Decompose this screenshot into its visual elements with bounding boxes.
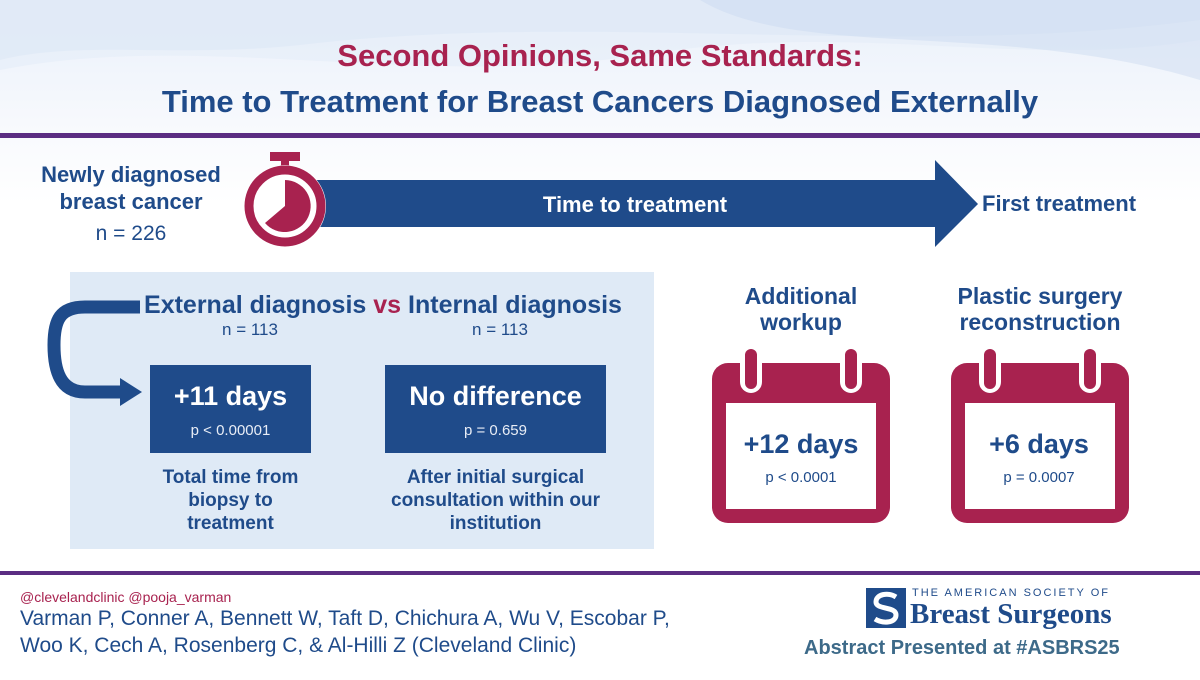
external-result: +11 days [173, 381, 288, 411]
calendar-icon [951, 345, 1129, 523]
society-small-text: THE AMERICAN SOCIETY OF [912, 587, 1110, 599]
authors-line-1: Varman P, Conner A, Bennett W, Taft D, C… [20, 607, 670, 630]
external-label: External diagnosis [144, 291, 367, 319]
external-caption: Total time from biopsy to treatment [162, 467, 299, 534]
comparison-heading: External diagnosis vs Internal diagnosis [128, 291, 638, 320]
internal-label: Internal diagnosis [408, 291, 622, 319]
calendar-heading-workup: Additional workup [744, 283, 858, 335]
external-result-box: +11 days p < 0.00001 [150, 365, 311, 453]
calendar-icon [712, 345, 890, 523]
arrow-label: Time to treatment [542, 192, 728, 217]
stopwatch-icon [244, 152, 326, 247]
external-n: n = 113 [222, 320, 278, 339]
plastic-p-value: p = 0.0007 [1003, 469, 1075, 486]
curved-arrow-icon [47, 300, 142, 406]
internal-n: n = 113 [472, 320, 528, 339]
plastic-result: +6 days [989, 429, 1089, 459]
social-handles[interactable]: @clevelandclinic @pooja_varman [20, 589, 232, 605]
authors: Varman P, Conner A, Bennett W, Taft D, C… [20, 605, 720, 659]
society-name: Breast Surgeons [910, 598, 1112, 630]
bottom-divider [0, 571, 1200, 575]
start-label: Newly diagnosed breast cancer [41, 162, 221, 214]
end-label: First treatment [982, 191, 1137, 216]
internal-p-value: p = 0.659 [464, 422, 527, 439]
calendar-heading-plastic: Plastic surgery reconstruction [957, 283, 1123, 335]
abstract-note: Abstract Presented at #ASBRS25 [804, 637, 1120, 659]
internal-result-box: No difference p = 0.659 [385, 365, 606, 453]
top-divider [0, 133, 1200, 138]
society-logo-icon [866, 588, 906, 628]
start-n: n = 226 [95, 222, 167, 245]
external-p-value: p < 0.00001 [190, 422, 271, 439]
title-line-1: Second Opinions, Same Standards: [337, 38, 863, 73]
internal-caption: After initial surgical consultation with… [391, 467, 600, 534]
title-line-2: Time to Treatment for Breast Cancers Dia… [161, 84, 1039, 119]
workup-p-value: p < 0.0001 [765, 469, 837, 486]
authors-line-2: Woo K, Cech A, Rosenberg C, & Al-Hilli Z… [20, 634, 577, 657]
workup-result: +12 days [743, 429, 859, 459]
background-waves [0, 0, 1200, 80]
vs-label: vs [373, 291, 402, 319]
internal-result: No difference [409, 381, 582, 411]
